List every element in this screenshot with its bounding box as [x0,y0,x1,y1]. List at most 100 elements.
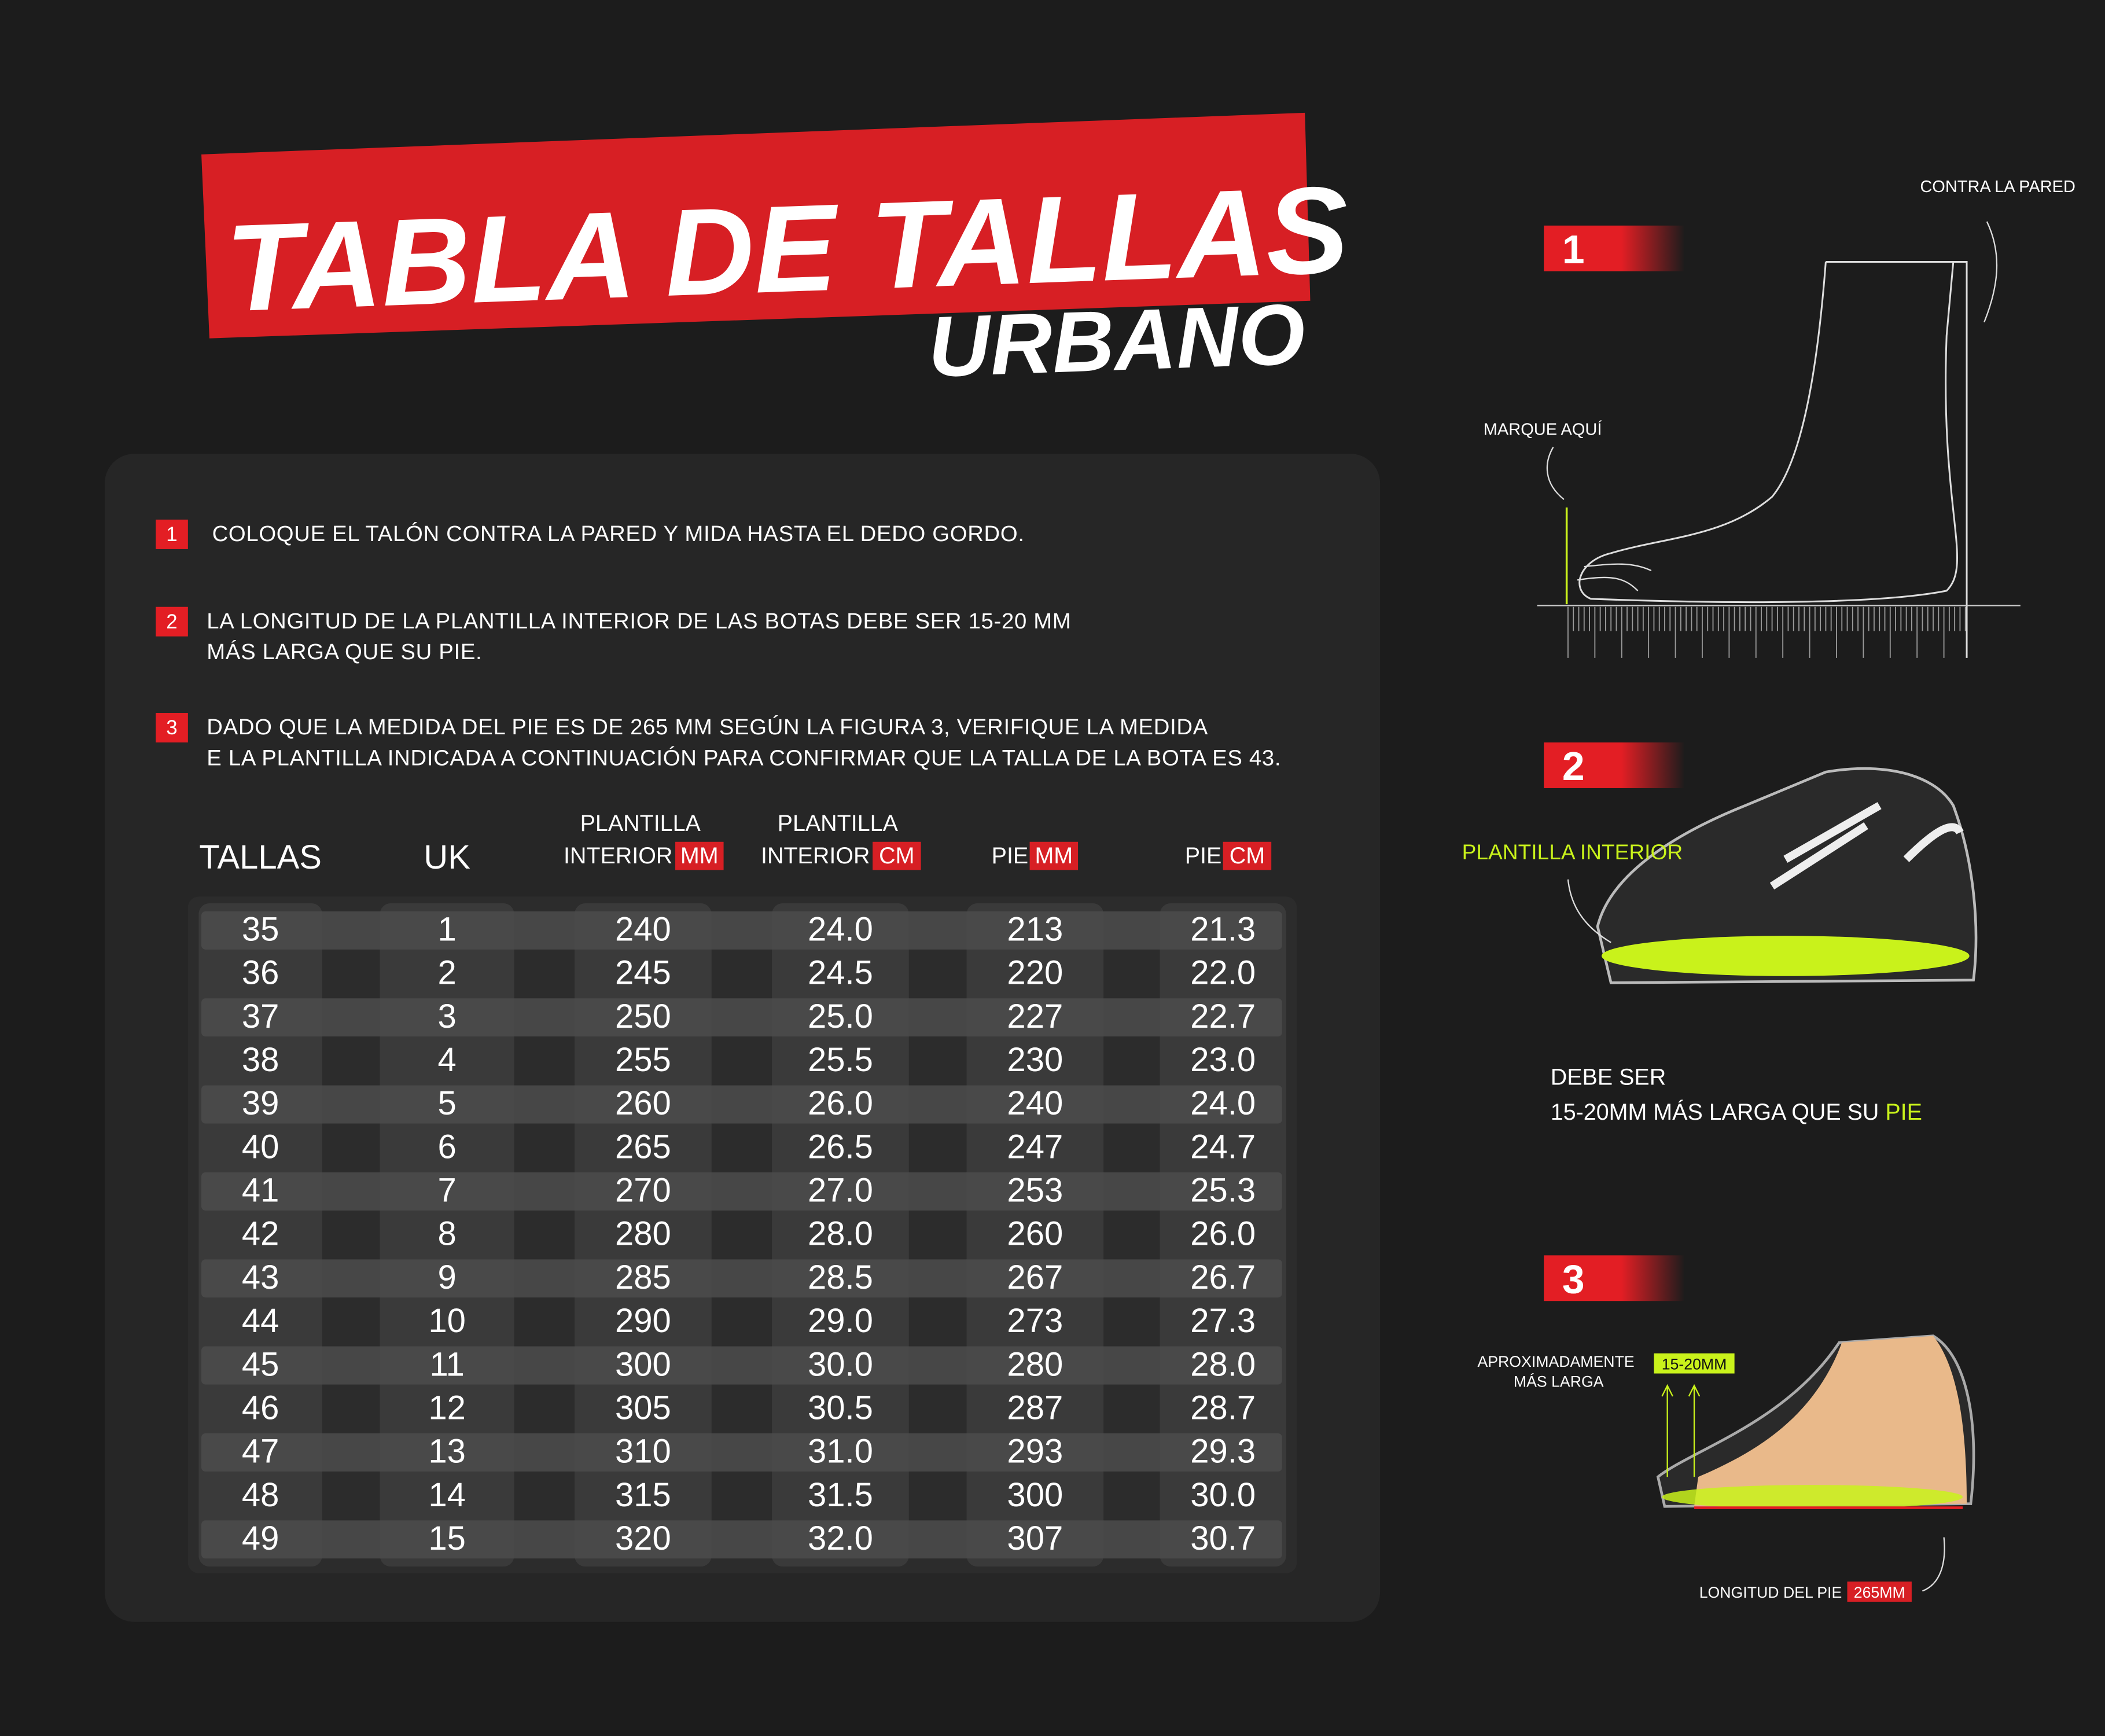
cell: 31.5 [808,1476,873,1514]
cell: 26.0 [1190,1215,1256,1253]
cell: 29.3 [1190,1433,1256,1470]
step-number: 1 [166,523,177,546]
cell: 26.0 [808,1084,873,1122]
cell: 40 [242,1128,279,1165]
column-bg [1160,903,1286,1567]
cell: 260 [1007,1215,1063,1253]
cell: 247 [1007,1128,1063,1165]
cell: 285 [615,1259,671,1296]
cell: 29.0 [808,1302,873,1340]
cell: 11 [430,1345,465,1383]
cell: 24.0 [808,911,873,948]
unit-badge [675,841,724,870]
cell: 260 [615,1084,671,1122]
cell: 27.0 [808,1172,873,1209]
cell: 25.3 [1190,1172,1256,1209]
unit-badge [1029,841,1079,870]
cell: 307 [1007,1520,1063,1557]
cell: 245 [615,954,671,992]
step-number: 1 [1562,227,1585,272]
cell: 22.0 [1190,954,1256,992]
cell: 255 [615,1041,671,1079]
cell: 30.0 [1190,1476,1256,1514]
cell: 46 [242,1389,279,1426]
cell: 25.0 [808,998,873,1035]
cell: 28.7 [1190,1389,1256,1426]
cell: 35 [242,911,279,948]
wall-label: CONTRA LA PARED [1920,178,2075,196]
approx-line: APROXIMADAMENTE [1477,1353,1634,1370]
cell: 23.0 [1190,1041,1256,1079]
cell: 41 [242,1172,279,1209]
step-badge [156,519,188,549]
step-number: 3 [1562,1256,1585,1301]
column-header: PIE [992,843,1029,869]
cell: 12 [428,1389,466,1426]
cell: 31.0 [808,1433,873,1470]
cell: 28.0 [808,1215,873,1253]
insole-label: PLANTILLA INTERIOR [1462,840,1683,864]
range-arrows [1661,1384,1701,1477]
unit-badge [1223,841,1272,870]
cell: 270 [615,1172,671,1209]
cell: 6 [437,1128,456,1165]
cell: 38 [242,1041,279,1079]
cell: 7 [437,1172,456,1209]
column-bg [966,903,1104,1567]
cell: 15 [428,1520,466,1557]
instruction-text: LA LONGITUD DE LA PLANTILLA INTERIOR DE … [207,609,1071,634]
row-stripe [201,1520,1282,1559]
row-stripe [201,1433,1282,1472]
cell: 9 [437,1259,456,1296]
column-bg [198,903,322,1567]
cell: 30.5 [808,1389,873,1426]
unit: CM [879,843,914,869]
row-stripe [201,911,1282,950]
step-badge [156,606,188,637]
cell: 220 [1007,954,1063,992]
range: 15-20MM [1662,1356,1727,1373]
unit: MM [680,843,719,869]
cell: 30.7 [1190,1520,1256,1557]
cell: 265 [615,1128,671,1165]
cell: 10 [428,1302,466,1340]
column-header: INTERIOR [761,843,870,869]
arrow [1567,879,1611,943]
cell: 320 [615,1520,671,1557]
step-badge [156,713,188,743]
mark-label: MARQUE AQUÍ [1484,420,1603,439]
column-header: TALLAS [199,838,322,876]
cell: 227 [1007,998,1063,1035]
cell: 28.5 [808,1259,873,1296]
cell: 213 [1007,911,1063,948]
cell: 287 [1007,1389,1063,1426]
column-bg [772,903,909,1567]
figure-2: 2 PLANTILLA INTERIOR DEBE SER 15-20MM MÁ… [1462,742,1978,1125]
note-line: DEBE SER [1551,1065,1666,1090]
step-badge [1544,225,1685,271]
arrows [1546,221,1998,501]
column-header: PIE [1185,843,1222,869]
unit: MM [1035,843,1073,869]
range-badge [1654,1353,1735,1374]
title-banner [201,112,1311,339]
column-bg [380,903,514,1567]
cell: 30.0 [808,1345,873,1383]
cell: 49 [242,1520,279,1557]
step-number: 2 [166,610,177,633]
foot-outline [1578,260,1968,658]
cell: 42 [242,1215,279,1253]
row-stripe [201,1172,1282,1211]
cell: 4 [437,1041,456,1079]
cell: 280 [615,1215,671,1253]
cell: 43 [242,1259,279,1296]
size-table: 35 1 240 24.0 213 21.336 2 245 24.5 220 22.037 3 250… [187,811,1297,1573]
row-stripe [201,1085,1282,1124]
row-stripe [201,1346,1282,1385]
cell: 250 [615,998,671,1035]
cell: 8 [437,1215,456,1253]
column-bg [575,903,712,1567]
length-badge [1847,1581,1912,1602]
cell: 230 [1007,1041,1063,1079]
cell: 26.7 [1190,1259,1256,1296]
